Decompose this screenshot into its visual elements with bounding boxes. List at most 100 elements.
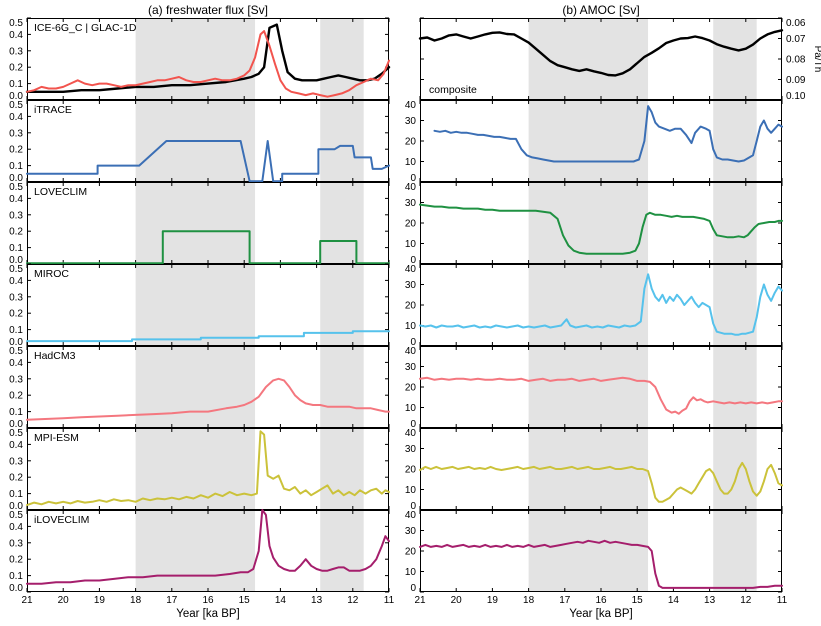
svg-text:0.10: 0.10 <box>786 91 806 102</box>
svg-text:14: 14 <box>668 595 680 606</box>
svg-text:20: 20 <box>405 547 417 558</box>
svg-text:0: 0 <box>410 419 416 430</box>
svg-text:30: 30 <box>405 362 417 373</box>
svg-text:10: 10 <box>405 485 417 496</box>
svg-text:19: 19 <box>94 595 106 606</box>
panel-freshwater-5: 0.00.1 0.2 0.3 0.40.5 MPI-ESM <box>9 427 390 512</box>
svg-text:0.1: 0.1 <box>9 243 23 254</box>
right-x-axis-label: Year [ka BP] <box>569 608 633 620</box>
left-x-axis-label: Year [ka BP] <box>176 608 240 620</box>
svg-text:0: 0 <box>410 255 416 266</box>
svg-text:10: 10 <box>405 157 417 168</box>
panel-freshwater-1: 0.00.1 0.2 0.3 0.40.5 iTRACE <box>9 99 390 184</box>
svg-text:16: 16 <box>202 595 214 606</box>
svg-text:20: 20 <box>58 595 70 606</box>
svg-text:0.3: 0.3 <box>9 374 23 385</box>
svg-text:0.1: 0.1 <box>9 489 23 500</box>
svg-text:Pa/Th: Pa/Th <box>812 46 821 73</box>
svg-text:40: 40 <box>405 428 417 439</box>
svg-text:0.0: 0.0 <box>9 419 23 430</box>
svg-text:30: 30 <box>405 198 417 209</box>
svg-text:18: 18 <box>523 595 535 606</box>
svg-text:0.09: 0.09 <box>786 75 806 86</box>
svg-text:0: 0 <box>410 583 416 594</box>
svg-text:0.3: 0.3 <box>9 46 23 57</box>
svg-text:12: 12 <box>347 595 359 606</box>
svg-text:0.2: 0.2 <box>9 473 23 484</box>
svg-text:0.5: 0.5 <box>9 182 23 193</box>
svg-text:0.07: 0.07 <box>786 34 806 45</box>
svg-text:0: 0 <box>410 173 416 184</box>
right-column-title: (b) AMOC [Sv] <box>562 3 640 17</box>
svg-text:40: 40 <box>405 510 417 521</box>
svg-text:40: 40 <box>405 264 417 275</box>
svg-text:0.3: 0.3 <box>9 292 23 303</box>
svg-text:13: 13 <box>311 595 323 606</box>
svg-text:0.3: 0.3 <box>9 210 23 221</box>
svg-text:11: 11 <box>384 595 395 606</box>
svg-text:40: 40 <box>405 100 417 111</box>
svg-text:10: 10 <box>405 239 417 250</box>
svg-text:0.4: 0.4 <box>9 112 23 123</box>
svg-text:0.3: 0.3 <box>9 538 23 549</box>
svg-text:0.2: 0.2 <box>9 391 23 402</box>
svg-text:15: 15 <box>632 595 644 606</box>
svg-text:0.2: 0.2 <box>9 227 23 238</box>
svg-text:0.5: 0.5 <box>9 428 23 439</box>
svg-text:14: 14 <box>275 595 287 606</box>
svg-text:10: 10 <box>405 321 417 332</box>
svg-text:13: 13 <box>704 595 716 606</box>
svg-text:0.06: 0.06 <box>786 18 806 29</box>
svg-text:20: 20 <box>405 383 417 394</box>
panel-freshwater-3: 0.00.1 0.2 0.3 0.40.5 MIROC <box>9 263 390 348</box>
svg-text:composite: composite <box>429 84 477 96</box>
svg-text:19: 19 <box>487 595 499 606</box>
column-amoc: (b) AMOC [Sv] 0.06 0.07 0.08 0.09 0.10 Pa/Th c… <box>390 3 821 622</box>
svg-text:0.0: 0.0 <box>9 501 23 512</box>
amoc-x-ticks: 21 20 19 18 17 16 15 14 13 12 11 <box>390 592 821 606</box>
svg-text:40: 40 <box>405 182 417 193</box>
svg-text:0.1: 0.1 <box>9 325 23 336</box>
svg-text:20: 20 <box>405 219 417 230</box>
svg-text:0: 0 <box>410 337 416 348</box>
svg-text:iLOVECLIM: iLOVECLIM <box>34 514 89 526</box>
svg-text:40: 40 <box>405 346 417 357</box>
panel-freshwater-6: 0.00.1 0.2 0.3 0.40.5 iLOVECLIM <box>9 509 390 594</box>
svg-text:20: 20 <box>405 465 417 476</box>
svg-text:0.4: 0.4 <box>9 522 23 533</box>
svg-text:17: 17 <box>559 595 571 606</box>
svg-text:0.1: 0.1 <box>9 161 23 172</box>
svg-text:30: 30 <box>405 526 417 537</box>
svg-text:ICE-6G_C | GLAC-1D: ICE-6G_C | GLAC-1D <box>34 22 137 34</box>
panel-amoc-1: 0 10 20 30 40 <box>405 99 783 184</box>
column-freshwater: (a) freshwater flux [Sv] 0.0 0.1 0.2 0.3 0.4… <box>0 3 395 622</box>
panel-freshwater-4: 0.00.1 0.2 0.3 0.40.5 HadCM3 <box>9 345 390 430</box>
x-tick-labels-amoc: 21 20 19 18 17 16 15 14 13 12 11 <box>414 595 787 606</box>
svg-text:0.5: 0.5 <box>9 346 23 357</box>
svg-text:0.3: 0.3 <box>9 456 23 467</box>
svg-text:0.2: 0.2 <box>9 145 23 156</box>
panel-amoc-5: 0 10 20 30 40 <box>405 427 783 512</box>
svg-text:0.1: 0.1 <box>9 571 23 582</box>
svg-text:21: 21 <box>21 595 33 606</box>
svg-text:0.4: 0.4 <box>9 276 23 287</box>
svg-text:0.3: 0.3 <box>9 128 23 139</box>
svg-text:0.4: 0.4 <box>9 358 23 369</box>
svg-text:20: 20 <box>451 595 463 606</box>
svg-text:0.4: 0.4 <box>9 194 23 205</box>
svg-text:12: 12 <box>740 595 752 606</box>
svg-text:0.4: 0.4 <box>9 440 23 451</box>
freshwater-x-ticks: 21 20 19 18 17 16 15 14 13 12 11 <box>0 592 394 606</box>
svg-text:20: 20 <box>405 301 417 312</box>
svg-text:30: 30 <box>405 444 417 455</box>
svg-text:18: 18 <box>130 595 142 606</box>
svg-text:21: 21 <box>414 595 426 606</box>
svg-text:0.5: 0.5 <box>9 264 23 275</box>
svg-text:0.4: 0.4 <box>9 30 23 41</box>
amoc-panels: 0.06 0.07 0.08 0.09 0.10 Pa/Th composite 0 10 20 3… <box>390 17 821 594</box>
panel-freshwater-2: 0.00.1 0.2 0.3 0.40.5 LOVECLIM <box>9 181 390 266</box>
svg-text:15: 15 <box>239 595 251 606</box>
svg-text:0.5: 0.5 <box>9 100 23 111</box>
svg-text:30: 30 <box>405 116 417 127</box>
